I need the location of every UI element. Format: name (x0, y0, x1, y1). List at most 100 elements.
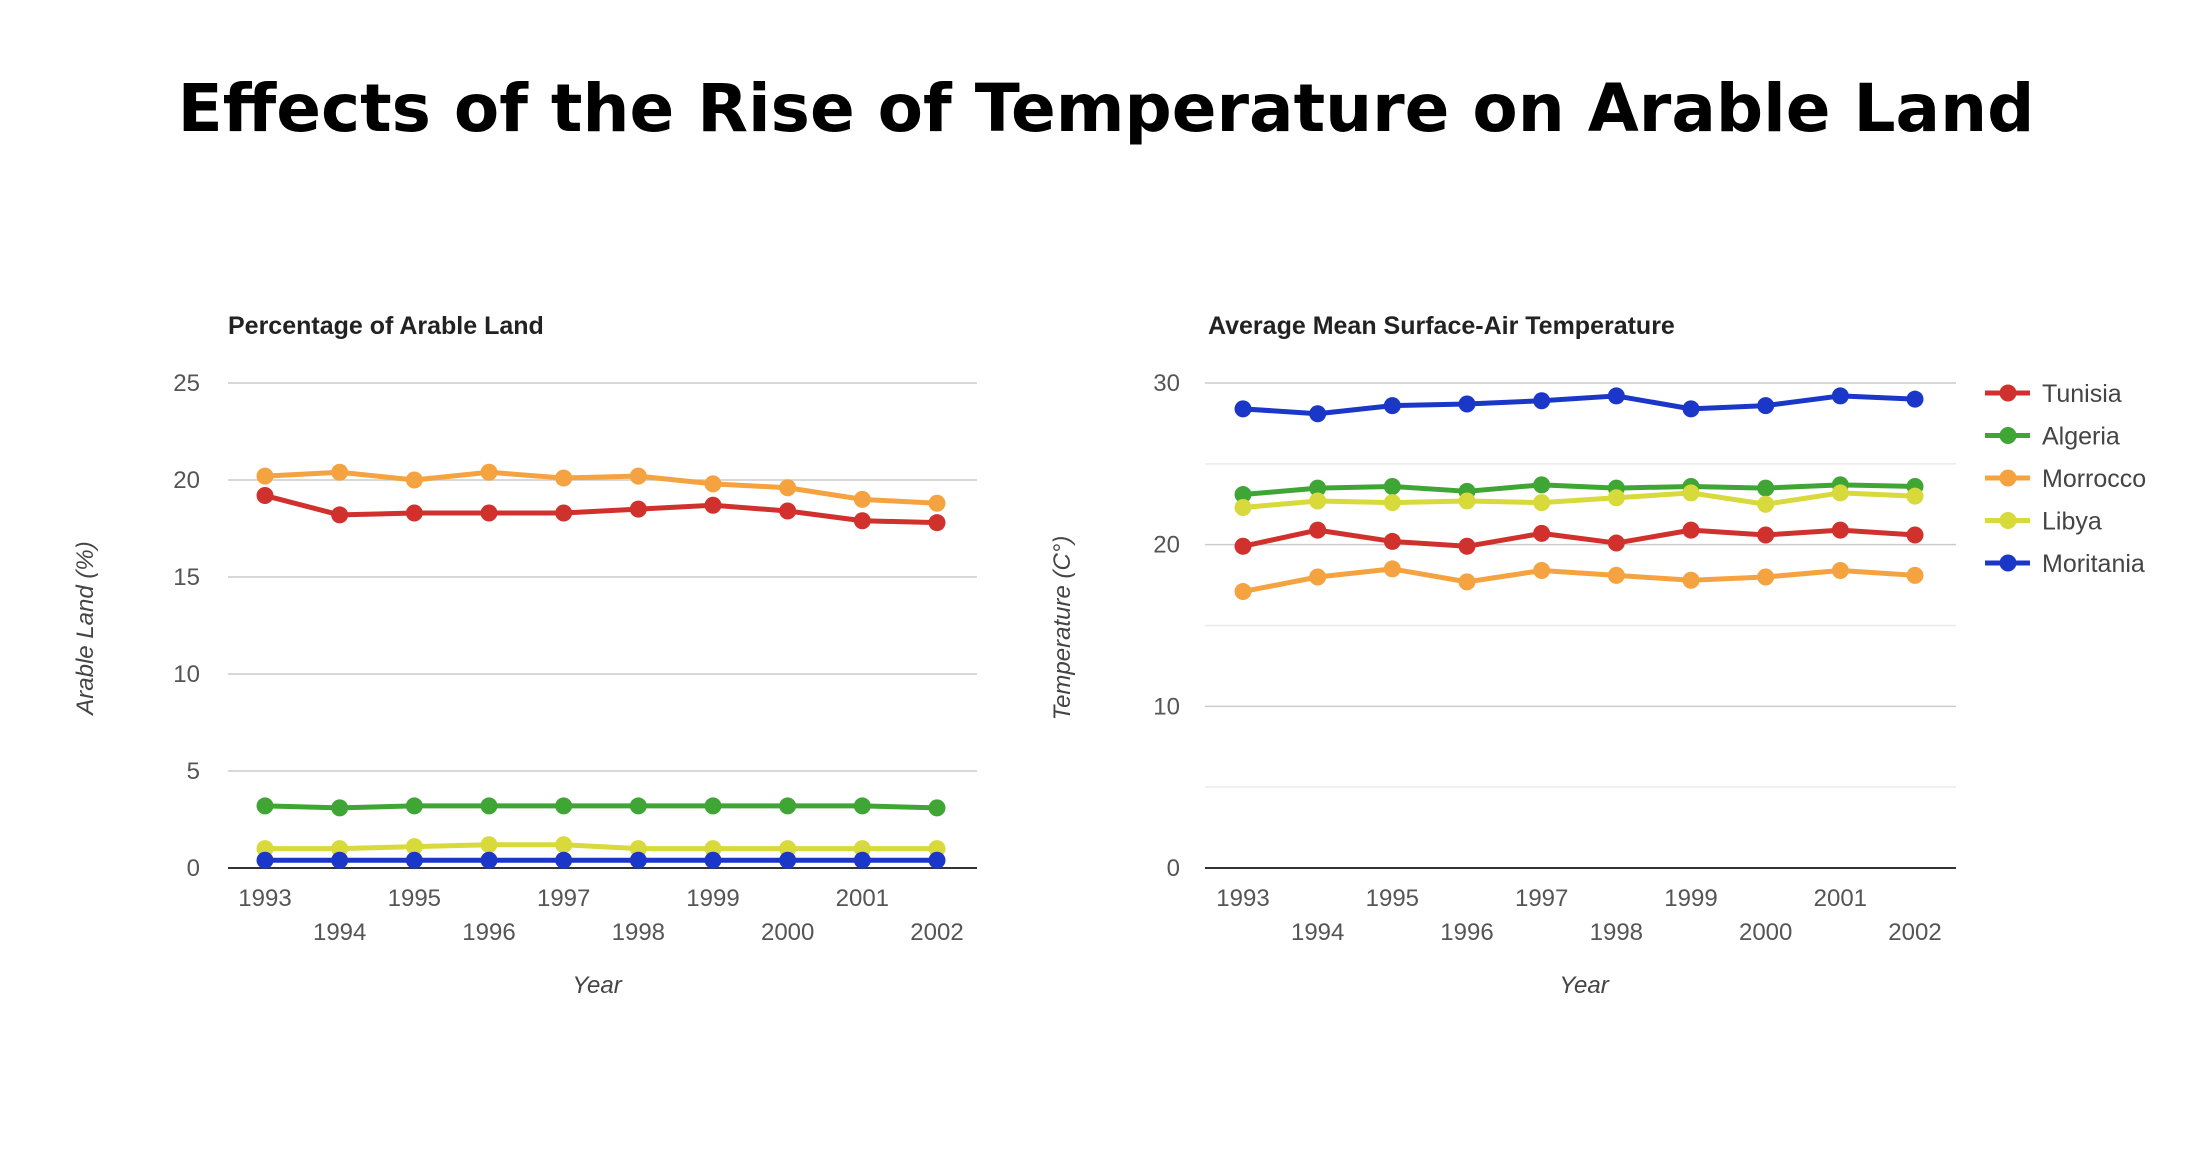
legend-swatch-dot (1999, 427, 2017, 444)
series-line (1242, 566, 1916, 595)
x-tick-label: 1993 (238, 885, 291, 912)
x-tick-label: 1995 (1366, 885, 1419, 912)
series-tunisia (256, 487, 946, 532)
data-point (1234, 486, 1252, 504)
data-point (480, 851, 498, 869)
data-point (1533, 392, 1551, 410)
y-tick-label: 20 (1153, 532, 1180, 559)
legend-label: Morrocco (2042, 465, 2146, 493)
data-point (1757, 479, 1775, 497)
data-point (555, 851, 573, 869)
data-point (704, 496, 722, 514)
data-point (1309, 405, 1327, 423)
data-point (331, 851, 349, 869)
data-point (480, 836, 498, 854)
data-point (629, 797, 647, 815)
data-point (1906, 566, 1924, 584)
y-tick-label: 5 (187, 758, 200, 785)
data-point (256, 851, 274, 869)
data-point (405, 838, 423, 856)
data-point (1831, 562, 1849, 580)
data-point (405, 504, 423, 522)
data-point (1458, 537, 1476, 555)
data-point (1757, 495, 1775, 513)
data-point (928, 514, 946, 532)
legend-item-libya: Libya (1985, 508, 2102, 536)
data-point (1383, 494, 1401, 512)
legend-label: Tunisia (2042, 380, 2122, 408)
data-point (1309, 479, 1327, 497)
data-point (331, 506, 349, 524)
data-point (1831, 387, 1849, 405)
series-line (1242, 527, 1916, 549)
data-point (1906, 487, 1924, 505)
data-point (629, 840, 647, 858)
legend-swatch-dot (1999, 512, 2017, 529)
data-point (1234, 498, 1252, 516)
data-point (1607, 387, 1625, 405)
data-point (853, 512, 871, 530)
x-tick-label: 1998 (1590, 919, 1643, 946)
data-point (779, 851, 797, 869)
y-tick-label: 15 (173, 564, 200, 591)
x-axis-label: Year (572, 972, 622, 999)
data-point (928, 799, 946, 817)
data-point (704, 840, 722, 858)
data-point (779, 797, 797, 815)
data-point (1831, 484, 1849, 502)
data-point (1234, 583, 1252, 601)
gridlines: 0 10 20 30 (1153, 370, 1956, 882)
data-point (1831, 521, 1849, 539)
data-point (1383, 397, 1401, 415)
y-tick-label: 0 (1167, 855, 1180, 882)
x-tick-label: 1999 (1664, 885, 1717, 912)
data-point (1682, 400, 1700, 418)
data-point (1458, 395, 1476, 413)
x-tick-label: 1999 (686, 885, 739, 912)
data-point (629, 851, 647, 869)
data-point (1309, 568, 1327, 586)
data-point (1458, 573, 1476, 591)
data-point (256, 797, 274, 815)
data-point (256, 467, 274, 485)
y-tick-label: 25 (173, 370, 200, 397)
data-point (1682, 571, 1700, 589)
data-point (779, 479, 797, 497)
data-point (480, 463, 498, 481)
data-point (1458, 492, 1476, 510)
series-algeria (256, 797, 946, 817)
series-moritania (256, 851, 946, 869)
x-tick-label: 2001 (1814, 885, 1867, 912)
data-point (1757, 526, 1775, 544)
data-point (331, 840, 349, 858)
data-point (1533, 524, 1551, 542)
data-point (405, 797, 423, 815)
data-point (1234, 537, 1252, 555)
data-point (779, 502, 797, 520)
data-point (1234, 400, 1252, 418)
series-morrocco (1234, 560, 1924, 601)
series-line (265, 842, 937, 852)
x-ticks: 1993 1994 1995 1996 1997 1998 1999 2000 2001 2002 (1216, 885, 1941, 946)
legend-item-moritania: Moritania (1985, 550, 2145, 578)
data-point (331, 799, 349, 817)
data-point (779, 840, 797, 858)
data-point (853, 490, 871, 508)
data-point (629, 467, 647, 485)
legend-item-tunisia: Tunisia (1985, 380, 2122, 408)
data-point (256, 487, 274, 505)
x-tick-label: 1996 (1440, 919, 1493, 946)
x-tick-label: 1993 (1216, 885, 1269, 912)
data-point (1682, 484, 1700, 502)
page-title: Effects of the Rise of Temperature on Ar… (177, 70, 2035, 147)
data-point (480, 797, 498, 815)
gridlines: 0 5 10 15 20 25 (173, 370, 977, 882)
data-point (1607, 489, 1625, 507)
y-axis-label: Temperature (C°) (1049, 536, 1076, 721)
data-point (405, 851, 423, 869)
data-point (853, 851, 871, 869)
x-tick-label: 2002 (1888, 919, 1941, 946)
data-point (704, 797, 722, 815)
x-ticks: 1993 1994 1995 1996 1997 1998 1999 2000 2001 2002 (238, 885, 963, 946)
